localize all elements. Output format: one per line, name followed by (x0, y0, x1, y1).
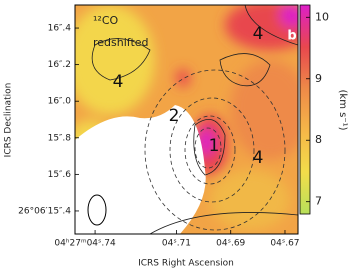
region-label: 1 (209, 136, 220, 156)
region-label: 2 (169, 106, 180, 126)
region-label: 4 (253, 148, 264, 168)
colorbar-tick-label: 8 (315, 133, 322, 146)
colorbar (299, 4, 311, 215)
x-tick-label: 04ˢ.67 (270, 239, 299, 249)
x-axis-label: ICRS Right Ascension (138, 259, 234, 269)
y-tick-label: 15″.6 (48, 170, 72, 180)
contours-solid (91, 5, 298, 234)
region-label: 4 (113, 72, 124, 92)
subtitle: redshifted (93, 36, 149, 49)
colorbar-tick-label: 10 (315, 10, 329, 23)
title: ¹²CO (93, 14, 119, 27)
y-axis-label: ICRS Declination (4, 83, 14, 158)
y-tick-label: 16″.4 (48, 24, 72, 34)
y-tick-label: 16″.0 (48, 97, 72, 107)
colorbar-label: (km s⁻¹) (337, 89, 348, 130)
region-label: 4 (253, 24, 264, 44)
x-tick-label: 04ʰ27ᵐ04ˢ.74 (54, 239, 116, 249)
frame (74, 4, 299, 235)
region-label: b (287, 29, 296, 44)
contours-dashed (144, 69, 286, 231)
y-tick-label: 16″.2 (48, 60, 71, 70)
x-tick-label: 04ˢ.69 (216, 239, 245, 249)
beam (87, 194, 107, 226)
map (75, 5, 298, 234)
colorbar-tick-label: 7 (315, 195, 322, 208)
colorbar-tick-label: 9 (315, 72, 322, 85)
y-tick-label: 26°06′15″.4 (18, 206, 71, 216)
y-tick-label: 15″.8 (48, 133, 72, 143)
blank-region (75, 105, 206, 234)
x-tick-label: 04ˢ.71 (162, 239, 191, 249)
